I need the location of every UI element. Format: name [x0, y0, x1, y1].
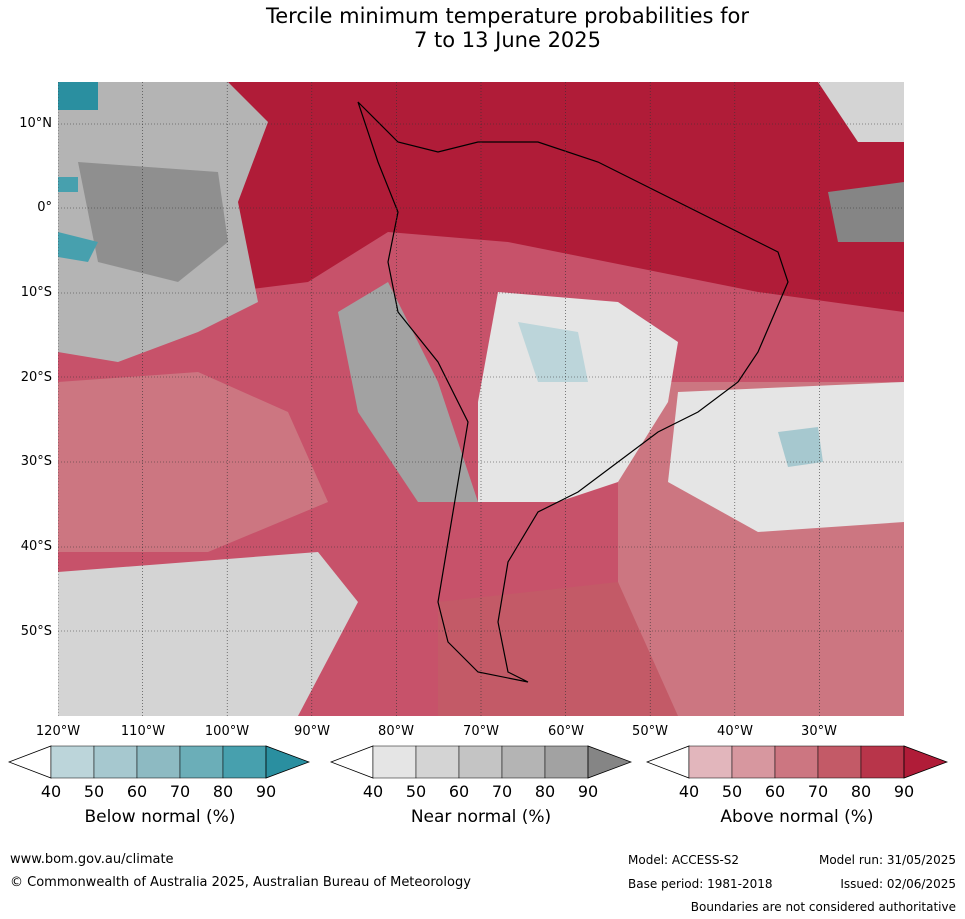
lon-label-120w: 120°W: [35, 724, 81, 739]
footer-disclaimer: Boundaries are not considered authoritat…: [690, 900, 956, 914]
above-colorbar-tick: 70: [807, 782, 829, 801]
lon-label-100w: 100°W: [204, 724, 250, 739]
lat-label-20s: 20°S: [20, 370, 52, 385]
above-normal-title: Above normal (%): [720, 807, 874, 827]
above-colorbar-segment: [688, 745, 733, 779]
footer-model: Model: ACCESS-S2: [628, 853, 740, 867]
region-near-normal-sw: [58, 552, 358, 716]
region-pale-south: [438, 582, 678, 716]
lon-label-30w: 30°W: [801, 724, 837, 739]
lon-label-90w: 90°W: [294, 724, 330, 739]
footer-model-run: Model run: 31/05/2025: [818, 853, 956, 867]
below-colorbar-tick: 90: [255, 782, 277, 801]
above-colorbar-segment: [731, 745, 776, 779]
above-colorbar-tick: 40: [678, 782, 700, 801]
region-near-normal-ne2: [818, 82, 904, 142]
region-near-normal-west-dark: [78, 162, 228, 282]
footer-copyright: © Commonwealth of Australia 2025, Austra…: [10, 875, 471, 890]
footer-website: www.bom.gov.au/climate: [10, 852, 174, 867]
below-colorbar-segment: [179, 745, 224, 779]
title-line-1: Tercile minimum temperature probabilitie…: [265, 4, 750, 28]
region-below-normal-atlantic: [778, 427, 823, 467]
below-colorbar-tick: 70: [169, 782, 191, 801]
below-colorbar-tick: 80: [212, 782, 234, 801]
above-colorbar-tick: 80: [850, 782, 872, 801]
near-colorbar-tick: 40: [362, 782, 384, 801]
lon-label-60w: 60°W: [548, 724, 584, 739]
region-above-north: [178, 82, 904, 312]
footer-base-period: Base period: 1981-2018: [628, 877, 773, 891]
lat-label-0: 0°: [37, 200, 52, 215]
region-near-normal-ne: [828, 182, 904, 242]
map-gridlines: [58, 82, 904, 716]
near-colorbar-segment: [458, 745, 503, 779]
lat-label-10n: 10°N: [19, 116, 52, 131]
above-colorbar-segment: [860, 745, 905, 779]
below-normal-title: Below normal (%): [84, 807, 236, 827]
below-colorbar-segment: [222, 745, 267, 779]
below-colorbar-segment: [93, 745, 138, 779]
lon-label-110w: 110°W: [120, 724, 166, 739]
above-colorbar-tick: 60: [764, 782, 786, 801]
near-colorbar-min-arrow: [330, 745, 374, 779]
near-colorbar-segment: [544, 745, 589, 779]
above-colorbar-tick: 50: [721, 782, 743, 801]
below-colorbar-segment: [50, 745, 95, 779]
lat-label-30s: 30°S: [20, 454, 52, 469]
region-below-normal-1: [58, 82, 98, 110]
lon-label-50w: 50°W: [632, 724, 668, 739]
above-colorbar-min-arrow: [646, 745, 690, 779]
probability-map: [58, 82, 904, 716]
near-colorbar-segment: [415, 745, 460, 779]
lon-label-80w: 80°W: [378, 724, 414, 739]
near-normal-title: Near normal (%): [410, 807, 552, 827]
above-normal-colorbar: [646, 745, 948, 779]
region-near-normal-chile: [338, 282, 478, 502]
near-colorbar-tick: 70: [491, 782, 513, 801]
near-colorbar-segment: [372, 745, 417, 779]
above-colorbar-segment: [774, 745, 819, 779]
near-colorbar-tick: 90: [577, 782, 599, 801]
region-below-normal-land: [518, 322, 588, 382]
near-colorbar-max-arrow: [587, 745, 632, 779]
near-colorbar-tick: 60: [448, 782, 470, 801]
below-colorbar-tick: 50: [83, 782, 105, 801]
above-colorbar-tick: 90: [893, 782, 915, 801]
lon-label-70w: 70°W: [463, 724, 499, 739]
above-colorbar-max-arrow: [903, 745, 948, 779]
region-below-normal-3: [58, 177, 78, 192]
below-colorbar-tick: 60: [126, 782, 148, 801]
map-title: Tercile minimum temperature probabilitie…: [0, 4, 965, 52]
near-colorbar-segment: [501, 745, 546, 779]
footer-issued: Issued: 02/06/2025: [840, 877, 956, 891]
lat-label-50s: 50°S: [20, 624, 52, 639]
south-america-coastline: [357, 101, 789, 683]
near-normal-colorbar: [330, 745, 632, 779]
title-line-2: 7 to 13 June 2025: [413, 28, 602, 52]
below-normal-colorbar: [8, 745, 310, 779]
below-colorbar-min-arrow: [8, 745, 52, 779]
below-colorbar-tick: 40: [40, 782, 62, 801]
below-colorbar-max-arrow: [265, 745, 310, 779]
near-colorbar-tick: 80: [534, 782, 556, 801]
above-colorbar-segment: [817, 745, 862, 779]
region-below-normal-2: [58, 232, 98, 262]
lat-label-40s: 40°S: [20, 539, 52, 554]
lat-label-10s: 10°S: [20, 285, 52, 300]
lon-label-40w: 40°W: [717, 724, 753, 739]
near-colorbar-tick: 50: [405, 782, 427, 801]
below-colorbar-segment: [136, 745, 181, 779]
